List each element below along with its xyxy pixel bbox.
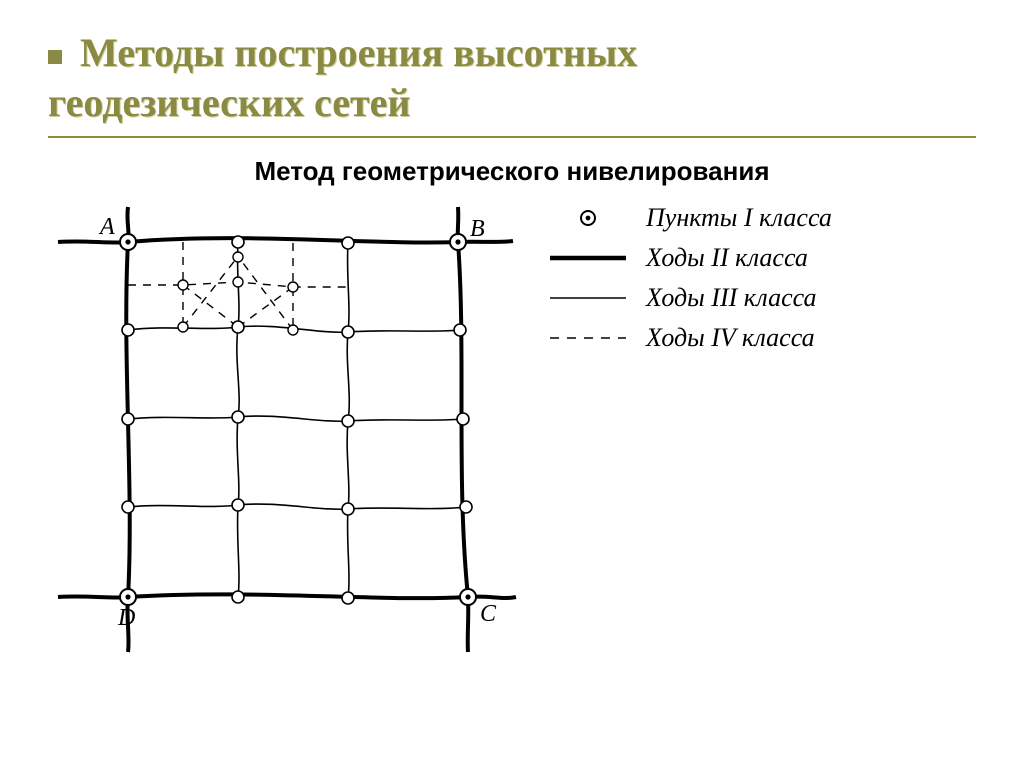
legend-symbol-thin-icon bbox=[548, 285, 628, 311]
legend-symbol-point-icon bbox=[548, 205, 628, 231]
legend-item-class4: Ходы IV класса bbox=[548, 323, 832, 353]
legend-item-class3: Ходы III класса bbox=[548, 283, 832, 313]
svg-text:A: A bbox=[98, 214, 115, 240]
title-bullet-icon bbox=[48, 50, 62, 64]
title-text-line1: Методы построения высотных bbox=[80, 30, 637, 75]
title-text-line2: геодезических сетей bbox=[48, 80, 410, 125]
svg-text:C: C bbox=[480, 601, 497, 627]
legend: Пункты I класса Ходы II класса Ходы III … bbox=[548, 197, 832, 363]
svg-text:B: B bbox=[470, 216, 485, 242]
legend-item-class2: Ходы II класса bbox=[548, 243, 832, 273]
legend-label-2: Ходы II класса bbox=[646, 243, 808, 273]
content-row: A B C D Пункты I класса Ходы II класса Ходы… bbox=[48, 197, 976, 657]
diagram: A B C D bbox=[48, 197, 518, 657]
legend-label-3: Ходы III класса bbox=[646, 283, 817, 313]
network-svg: A B C D bbox=[48, 197, 518, 657]
legend-symbol-dashed-icon bbox=[548, 325, 628, 351]
title-underline bbox=[48, 136, 976, 138]
legend-item-class1: Пункты I класса bbox=[548, 203, 832, 233]
legend-label-4: Ходы IV класса bbox=[646, 323, 815, 353]
legend-symbol-thick-icon bbox=[548, 245, 628, 271]
svg-text:D: D bbox=[117, 605, 135, 631]
subtitle: Метод геометрического нивелирования bbox=[48, 156, 976, 187]
slide: Методы построения высотных геодезических… bbox=[0, 0, 1024, 767]
legend-label-1: Пункты I класса bbox=[646, 203, 832, 233]
slide-title: Методы построения высотных геодезических… bbox=[48, 28, 976, 128]
